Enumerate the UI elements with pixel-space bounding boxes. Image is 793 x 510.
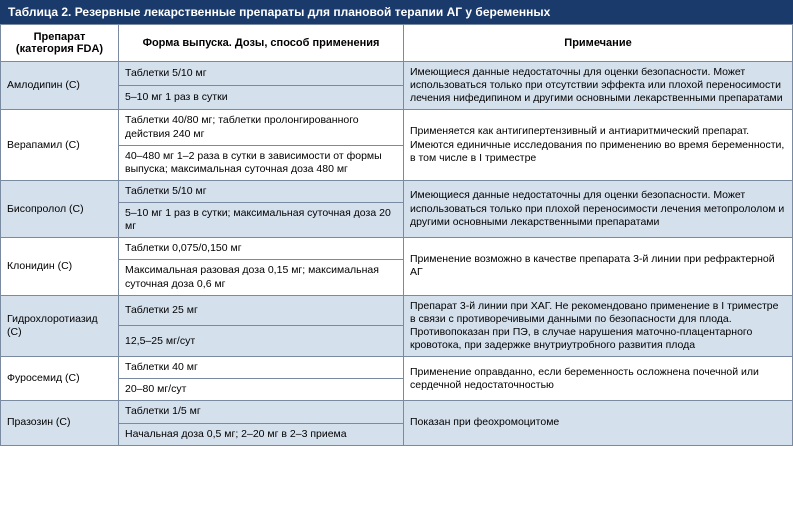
note-cell: Препарат 3-й линии при ХАГ. Не рекомендо… [404, 295, 793, 357]
form-cell: Максимальная разовая доза 0,15 мг; макси… [119, 260, 404, 295]
drug-name-cell: Клонидин (С) [1, 238, 119, 295]
form-cell: Таблетки 5/10 мг [119, 62, 404, 86]
form-cell: 40–480 мг 1–2 раза в сутки в зависимости… [119, 145, 404, 180]
form-cell: Таблетки 1/5 мг [119, 401, 404, 423]
form-cell: 20–80 мг/сут [119, 379, 404, 401]
drugs-table: Препарат (категория FDA) Форма выпуска. … [0, 24, 793, 446]
form-cell: 5–10 мг 1 раз в сутки; максимальная суто… [119, 203, 404, 238]
table-row: Фуросемид (С)Таблетки 40 мгПрименение оп… [1, 357, 793, 379]
drug-name-cell: Бисопролол (С) [1, 180, 119, 237]
table-row: Бисопролол (С)Таблетки 5/10 мгИмеющиеся … [1, 180, 793, 202]
drug-name-cell: Верапамил (С) [1, 110, 119, 181]
note-cell: Применяется как антигипертензивный и ант… [404, 110, 793, 181]
form-cell: Начальная доза 0,5 мг; 2–20 мг в 2–3 при… [119, 423, 404, 445]
form-cell: Таблетки 40/80 мг; таблетки пролонгирова… [119, 110, 404, 145]
header-note: Примечание [404, 25, 793, 62]
form-cell: 12,5–25 мг/сут [119, 326, 404, 357]
header-form: Форма выпуска. Дозы, способ применения [119, 25, 404, 62]
table-row: Празозин (С)Таблетки 1/5 мгПоказан при ф… [1, 401, 793, 423]
form-cell: Таблетки 5/10 мг [119, 180, 404, 202]
drug-name-cell: Фуросемид (С) [1, 357, 119, 401]
note-cell: Имеющиеся данные недостаточны для оценки… [404, 180, 793, 237]
form-cell: Таблетки 0,075/0,150 мг [119, 238, 404, 260]
form-cell: Таблетки 40 мг [119, 357, 404, 379]
table-title: Таблица 2. Резервные лекарственные препа… [0, 0, 793, 24]
table-row: Амлодипин (С)Таблетки 5/10 мгИмеющиеся д… [1, 62, 793, 86]
table-row: Гидрохлоротиазид (С)Таблетки 25 мгПрепар… [1, 295, 793, 326]
note-cell: Имеющиеся данные недостаточны для оценки… [404, 62, 793, 110]
header-row: Препарат (категория FDA) Форма выпуска. … [1, 25, 793, 62]
form-cell: Таблетки 25 мг [119, 295, 404, 326]
drug-name-cell: Амлодипин (С) [1, 62, 119, 110]
note-cell: Применение оправданно, если беременность… [404, 357, 793, 401]
form-cell: 5–10 мг 1 раз в сутки [119, 86, 404, 110]
table-row: Клонидин (С)Таблетки 0,075/0,150 мгПриме… [1, 238, 793, 260]
note-cell: Показан при феохромоцитоме [404, 401, 793, 445]
drug-name-cell: Гидрохлоротиазид (С) [1, 295, 119, 357]
table-row: Верапамил (С)Таблетки 40/80 мг; таблетки… [1, 110, 793, 145]
drug-name-cell: Празозин (С) [1, 401, 119, 445]
note-cell: Применение возможно в качестве препарата… [404, 238, 793, 295]
header-drug: Препарат (категория FDA) [1, 25, 119, 62]
